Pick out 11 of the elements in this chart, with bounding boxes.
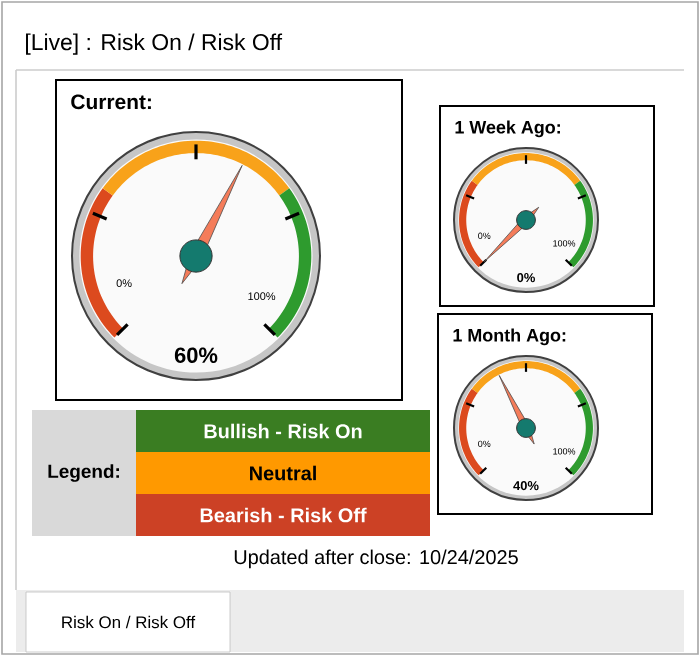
text: Risk On / Risk Off [62,615,196,629]
text: [Live] : Risk On / Risk Off [26,33,283,55]
text: 1 Week Ago: [455,120,560,138]
text: Bearish - Risk Off [200,507,367,523]
text: Current: [71,94,151,110]
text: Bullish - Risk On [204,423,362,439]
text: 1 Month Ago: [453,328,566,346]
text: Neutral [250,465,316,481]
text: Legend: [48,464,120,482]
text: Updated after close: 10/24/2025 [234,549,518,569]
data-label: 60% [174,347,218,363]
